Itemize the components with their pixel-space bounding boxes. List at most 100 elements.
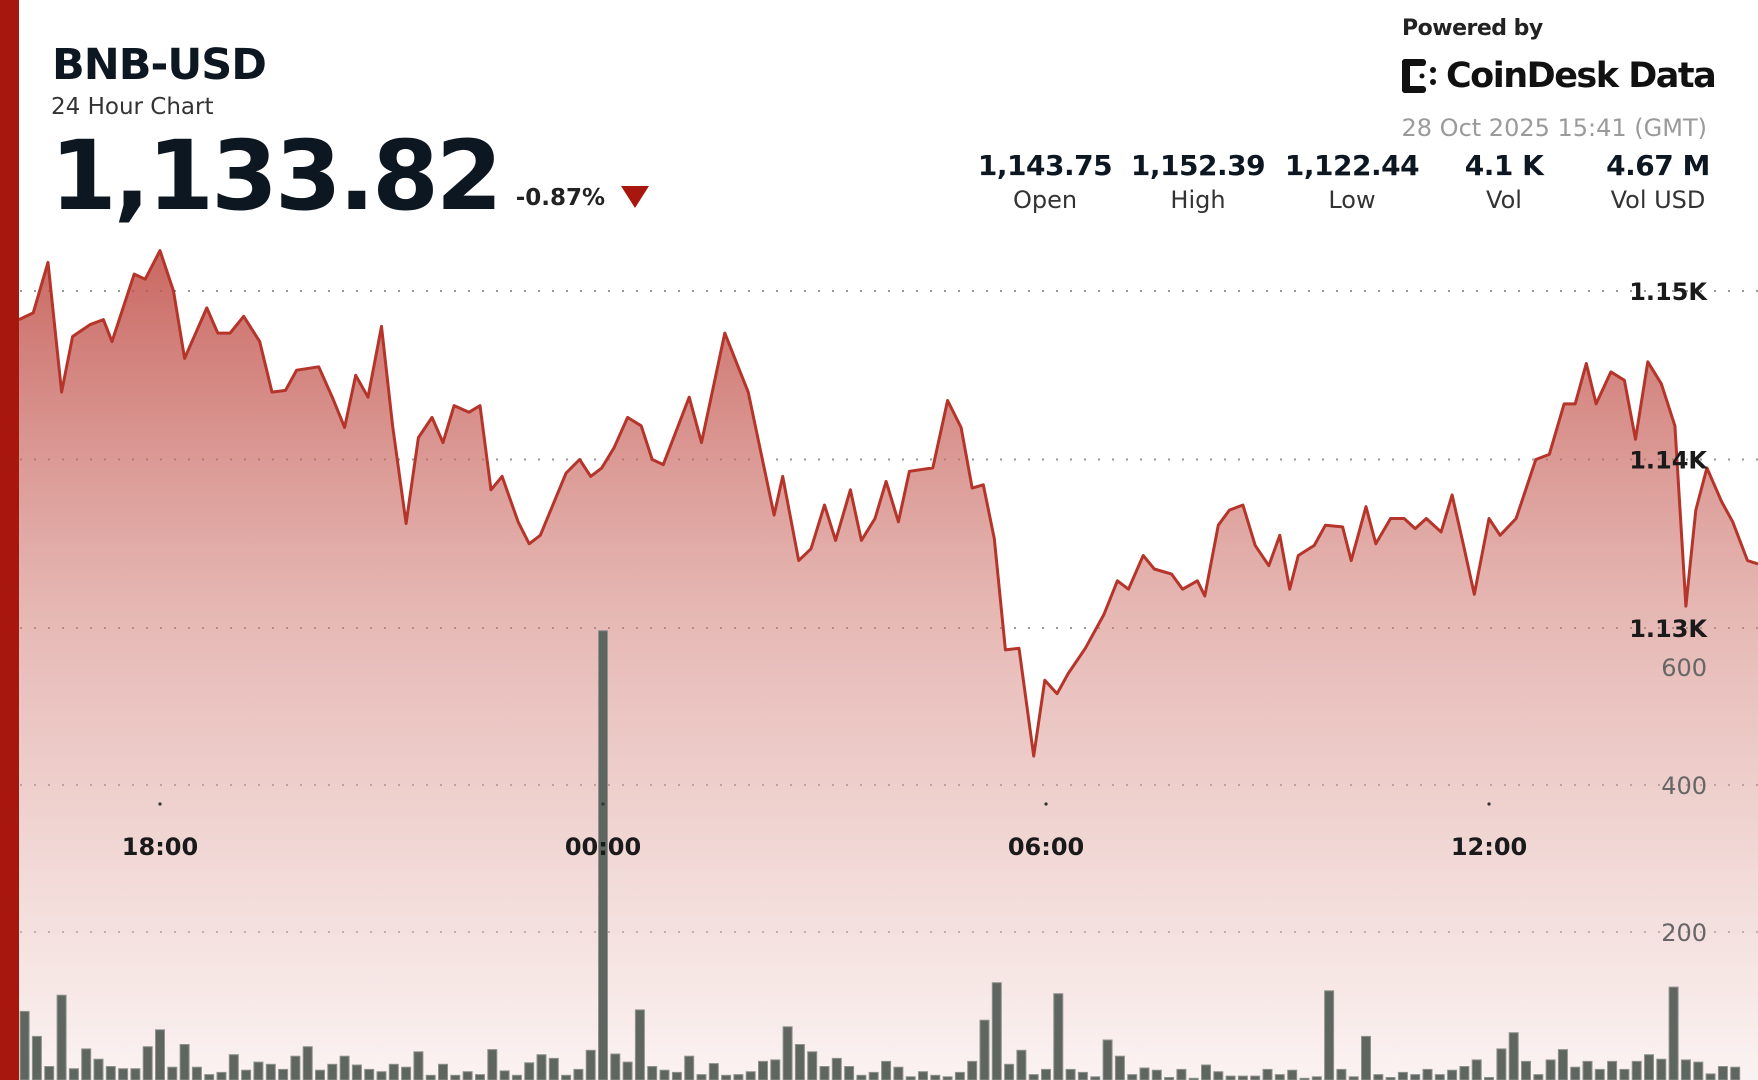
volume-bar — [942, 1076, 953, 1080]
stat-value: 1,122.44 — [1284, 149, 1420, 182]
volume-bar — [1557, 1049, 1568, 1080]
powered-by-label: Powered by — [1402, 16, 1543, 41]
volume-bar — [745, 1071, 756, 1080]
volume-bar — [155, 1029, 165, 1080]
volume-bar — [1680, 1059, 1691, 1080]
volume-bar — [1484, 1077, 1494, 1080]
volume-bar — [991, 982, 1002, 1080]
volume-bar — [1447, 1069, 1458, 1080]
accent-bar — [0, 0, 19, 1080]
x-tick-label: 12:00 — [1451, 833, 1527, 861]
pair-title: BNB-USD — [52, 40, 267, 90]
volume-bar — [425, 1074, 436, 1080]
volume-bar — [881, 1060, 892, 1080]
stat-label: Low — [1328, 186, 1376, 214]
volume-bar — [1644, 1054, 1654, 1080]
x-tick-mark — [1487, 802, 1491, 806]
volume-bar — [327, 1063, 338, 1080]
volume-bar — [1201, 1064, 1211, 1080]
volume-bar — [721, 1074, 732, 1080]
volume-bar — [130, 1068, 141, 1080]
volume-tick-label: 400 — [1661, 772, 1707, 800]
volume-bar — [1348, 1076, 1359, 1080]
volume-bar — [610, 1053, 621, 1080]
volume-bar — [1324, 990, 1335, 1080]
volume-bar — [979, 1019, 990, 1080]
volume-bar — [1471, 1059, 1482, 1080]
volume-bar — [499, 1070, 510, 1080]
volume-bar — [1213, 1071, 1224, 1080]
volume-bar — [1250, 1075, 1261, 1080]
volume-bar — [1299, 1077, 1310, 1080]
volume-bar — [622, 1061, 633, 1080]
volume-bar — [1274, 1074, 1285, 1080]
volume-tick-label: 600 — [1661, 654, 1707, 682]
volume-bar — [536, 1054, 547, 1080]
volume-bar — [450, 1074, 461, 1080]
stat-label: High — [1170, 186, 1226, 214]
volume-bar — [118, 1068, 129, 1080]
volume-bar — [1225, 1075, 1236, 1080]
volume-bar — [1496, 1048, 1507, 1080]
timestamp: 28 Oct 2025 15:41 (GMT) — [1401, 114, 1707, 142]
price-tick-label: 1.14K — [1629, 447, 1708, 475]
volume-bar — [831, 1057, 842, 1080]
volume-bar — [807, 1051, 818, 1080]
volume-bar — [364, 1068, 375, 1080]
volume-bar — [19, 1010, 30, 1080]
volume-bar — [1717, 1066, 1728, 1080]
volume-bar — [1508, 1032, 1519, 1080]
x-tick-label: 06:00 — [1008, 833, 1084, 861]
volume-bar — [1004, 1063, 1015, 1080]
volume-bar — [782, 1026, 793, 1080]
x-tick-label: 00:00 — [565, 833, 641, 861]
volume-bar — [1594, 1068, 1605, 1080]
volume-bar — [290, 1055, 301, 1080]
volume-bar — [1016, 1049, 1027, 1080]
stat-label: Vol — [1486, 186, 1522, 214]
volume-bar — [142, 1046, 153, 1080]
volume-bar — [191, 1066, 202, 1080]
stat-open: 1,143.75 Open — [970, 150, 1120, 215]
volume-bar — [1065, 1068, 1076, 1080]
price-tick-label: 1.15K — [1629, 278, 1708, 306]
x-tick-mark — [1044, 802, 1048, 806]
volume-bar — [930, 1074, 941, 1080]
volume-bar — [315, 1069, 325, 1080]
volume-bar — [179, 1044, 190, 1080]
volume-bar — [573, 1068, 584, 1080]
volume-bar — [1656, 1058, 1667, 1080]
volume-tick-label: 200 — [1661, 919, 1707, 947]
volume-bar — [475, 1074, 485, 1080]
volume-bar — [351, 1064, 362, 1080]
volume-bar — [758, 1060, 768, 1080]
coindesk-logo: CoinDesk Data — [1400, 56, 1717, 96]
volume-bar — [228, 1054, 239, 1080]
volume-bar — [1336, 1068, 1347, 1080]
volume-bar — [44, 1066, 55, 1080]
volume-bar — [893, 1066, 904, 1080]
volume-bar — [1459, 1066, 1470, 1080]
volume-bar — [1028, 1074, 1039, 1080]
volume-bar — [1631, 1060, 1642, 1080]
price-row: 1,133.82 -0.87% — [50, 126, 650, 226]
volume-bar — [967, 1060, 978, 1080]
volume-bar — [462, 1071, 473, 1080]
volume-bar — [1668, 986, 1679, 1080]
volume-bar — [265, 1063, 276, 1080]
volume-bar — [1521, 1060, 1531, 1080]
volume-bar — [438, 1063, 448, 1080]
volume-bar — [1545, 1059, 1556, 1080]
volume-bar — [524, 1062, 535, 1080]
volume-bar — [278, 1068, 289, 1080]
volume-bar — [598, 630, 608, 1080]
volume-bar — [1533, 1074, 1544, 1080]
volume-bars — [7, 630, 1741, 1080]
volume-bar — [511, 1074, 522, 1080]
stat-label: Open — [1012, 186, 1078, 214]
volume-bar — [1127, 1074, 1138, 1080]
volume-bar — [1361, 1035, 1371, 1080]
volume-bar — [819, 1066, 830, 1080]
volume-bar — [1151, 1069, 1162, 1080]
volume-bar — [770, 1059, 781, 1080]
